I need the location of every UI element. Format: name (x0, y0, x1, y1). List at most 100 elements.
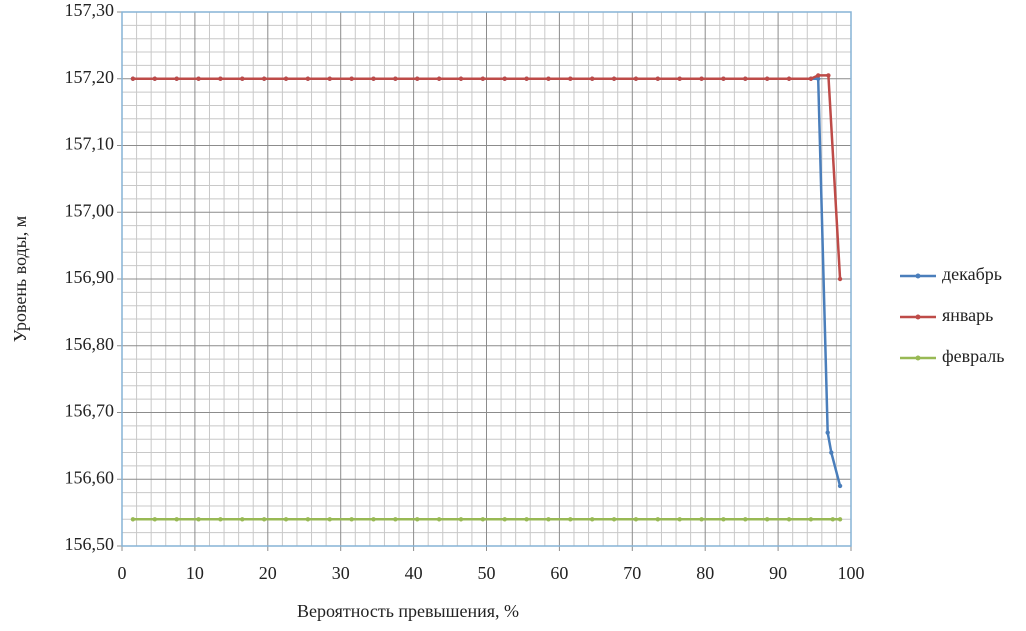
data-point (721, 76, 726, 81)
data-point (611, 517, 617, 522)
data-point (415, 76, 420, 81)
data-point (436, 517, 442, 522)
data-point (699, 76, 704, 81)
data-point (815, 73, 821, 78)
data-point (655, 517, 661, 522)
data-point (458, 517, 464, 522)
x-tick-label: 100 (838, 563, 865, 583)
legend-marker (915, 273, 921, 279)
data-point (502, 76, 507, 81)
y-tick-label: 156,90 (65, 267, 115, 287)
y-tick-label: 156,50 (65, 534, 115, 554)
data-point (677, 517, 682, 522)
data-point (174, 517, 179, 522)
data-point (283, 517, 289, 522)
data-point (305, 76, 311, 81)
data-point (371, 76, 376, 81)
legend-marker (915, 314, 921, 320)
data-point (240, 517, 245, 522)
data-point (305, 517, 311, 522)
data-point (721, 517, 726, 522)
data-point (546, 76, 551, 81)
data-point (837, 517, 843, 522)
data-point (699, 517, 704, 522)
data-point (808, 76, 814, 81)
data-point (196, 517, 201, 522)
plot-border (121, 11, 852, 547)
data-point (633, 76, 639, 81)
y-tick-label: 157,10 (65, 134, 115, 154)
data-point (130, 76, 136, 81)
data-point (480, 76, 486, 81)
data-point (130, 517, 136, 522)
legend-label: январь (942, 305, 993, 325)
data-point (786, 76, 792, 81)
x-tick-label: 80 (696, 563, 714, 583)
x-tick-label: 30 (332, 563, 350, 583)
x-tick-label: 90 (769, 563, 787, 583)
legend-label: декабрь (942, 264, 1002, 284)
data-point (415, 517, 420, 522)
data-point (283, 76, 289, 81)
legend-label: февраль (942, 346, 1005, 366)
data-point (825, 430, 830, 435)
y-tick-label: 156,80 (65, 334, 115, 354)
data-point (480, 517, 486, 522)
data-point (371, 517, 376, 522)
data-point (837, 276, 843, 282)
x-axis-label: Вероятность превышения, % (297, 601, 519, 621)
data-point (218, 517, 223, 522)
x-tick-label: 40 (405, 563, 423, 583)
data-point (436, 76, 442, 81)
x-tick-label: 60 (550, 563, 568, 583)
data-point (502, 517, 507, 522)
data-point (808, 517, 814, 522)
data-point (546, 517, 551, 522)
data-point (764, 517, 770, 522)
data-point (655, 76, 661, 81)
y-tick-label: 156,70 (65, 401, 115, 421)
data-point (815, 76, 821, 81)
x-tick-label: 70 (623, 563, 641, 583)
y-tick-label: 157,30 (65, 0, 115, 20)
data-point (568, 517, 573, 522)
data-point (393, 517, 398, 522)
data-point (393, 76, 398, 81)
data-point (829, 450, 834, 455)
data-point (568, 76, 573, 81)
data-point (458, 76, 464, 81)
x-tick-label: 20 (259, 563, 277, 583)
y-axis-label: Уровень воды, м (10, 216, 30, 342)
data-point (677, 76, 682, 81)
y-tick-label: 157,20 (65, 67, 115, 87)
data-point (349, 76, 354, 81)
data-point (590, 517, 595, 522)
y-tick-label: 156,60 (65, 467, 115, 487)
data-point (524, 76, 529, 81)
data-point (152, 76, 158, 81)
data-point (633, 517, 639, 522)
data-point (590, 76, 595, 81)
data-point (240, 76, 245, 81)
data-point (174, 76, 179, 81)
legend-marker (915, 355, 921, 361)
x-tick-label: 0 (118, 563, 127, 583)
data-point (786, 517, 792, 522)
data-point (743, 517, 748, 522)
x-tick-label: 50 (478, 563, 496, 583)
data-point (218, 76, 223, 81)
data-point (261, 76, 267, 81)
data-point (261, 517, 267, 522)
data-point (524, 517, 529, 522)
data-point (837, 483, 843, 489)
data-point (830, 517, 835, 522)
y-tick-label: 157,00 (65, 200, 115, 220)
x-tick-label: 10 (186, 563, 204, 583)
data-point (196, 76, 201, 81)
data-point (349, 517, 354, 522)
data-point (152, 517, 158, 522)
data-point (327, 76, 332, 81)
data-point (611, 76, 617, 81)
